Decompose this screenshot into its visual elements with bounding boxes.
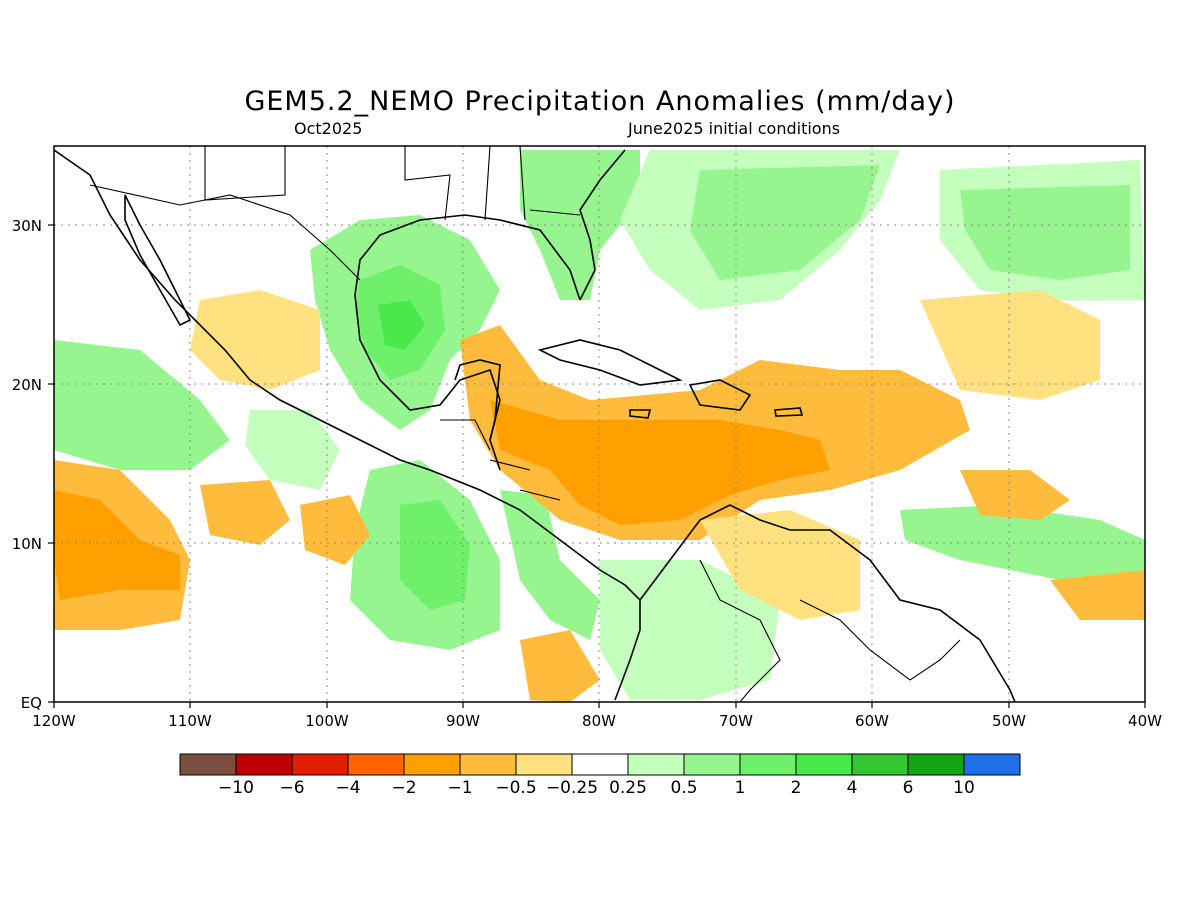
colorbar-label: 0.5 — [670, 778, 697, 798]
dry-region-pacific-blob-a — [200, 480, 290, 545]
colorbar-swatch — [403, 753, 461, 776]
lat-label: 10N — [12, 535, 42, 553]
lon-label: 80W — [582, 712, 616, 730]
colorbar-swatch — [795, 753, 853, 776]
lat-label: 30N — [12, 217, 42, 235]
latitude-labels: EQ 10N 20N 30N — [12, 217, 42, 712]
dry-region-mexico-west — [190, 290, 320, 390]
lon-label: 90W — [446, 712, 480, 730]
border-south-america — [699, 559, 961, 702]
dry-region-colombia-pacific — [520, 630, 600, 702]
colorbar-label: −6 — [279, 778, 304, 798]
colorbar-label: 0.25 — [609, 778, 647, 798]
colorbar-swatch — [627, 753, 685, 776]
coast-us-east — [579, 149, 626, 301]
colorbar-swatch — [851, 753, 909, 776]
colorbar-swatch — [739, 753, 797, 776]
forecast-month: Oct2025 — [294, 119, 363, 138]
colorbar-swatch — [571, 753, 629, 776]
coast-puerto-rico — [774, 407, 804, 417]
lon-label: 40W — [1128, 712, 1162, 730]
wet-region-gulf-max — [378, 300, 425, 350]
coastlines — [54, 149, 1016, 702]
dry-region-caribbean-core — [490, 400, 830, 525]
coast-mexico-pacific — [54, 149, 641, 701]
coast-cuba — [537, 339, 683, 386]
colorbar-swatch — [235, 753, 293, 776]
initial-conditions-label: June2025 initial conditions — [628, 119, 841, 138]
lon-label: 60W — [855, 712, 889, 730]
border-us-states — [204, 146, 581, 221]
border-central-america — [440, 419, 561, 501]
wet-region-south-america — [600, 560, 780, 700]
coast-yucatan — [454, 359, 501, 441]
colorbar-labels: −10 −6 −4 −2 −1 −0.5 −0.25 0.25 0.5 1 2 4 6 10 — [218, 778, 975, 798]
colorbar-swatch — [291, 753, 349, 776]
wet-region-atlantic-north-core — [690, 165, 880, 280]
wet-region-central-atlantic-core — [960, 185, 1130, 280]
colorbar-label: 1 — [735, 778, 746, 798]
lat-lon-grid — [54, 146, 1145, 702]
dry-region-venezuela — [700, 510, 860, 620]
longitude-labels: 120W 110W 100W 90W 80W 70W 60W 50W 40W — [32, 712, 1162, 730]
colorbar-label: −0.25 — [546, 778, 598, 798]
wet-region-central-america — [500, 490, 600, 640]
coast-hispaniola — [688, 379, 752, 411]
colorbar-swatch — [347, 753, 405, 776]
colorbar-swatch — [179, 753, 237, 776]
lat-label: 20N — [12, 376, 42, 394]
lon-label: 70W — [719, 712, 753, 730]
map-title: GEM5.2_NEMO Precipitation Anomalies (mm/… — [244, 86, 956, 117]
dry-region-se-corner — [1050, 570, 1145, 620]
lon-label: 100W — [305, 712, 349, 730]
colorbar-label: −2 — [391, 778, 416, 798]
dry-region-pacific-west-core — [54, 490, 180, 600]
wet-region-pacific-mid — [245, 410, 340, 490]
colorbar-swatch — [683, 753, 741, 776]
wet-region-south-atlantic — [900, 505, 1145, 580]
colorbar-swatch — [963, 753, 1021, 776]
colorbar-label: 6 — [903, 778, 914, 798]
coast-jamaica — [629, 409, 652, 419]
colorbar-label: −1 — [447, 778, 472, 798]
lat-label: EQ — [21, 694, 42, 712]
colorbar-swatch — [515, 753, 573, 776]
wet-region-eastern-pacific-core — [400, 500, 470, 610]
lon-label: 110W — [168, 712, 212, 730]
lon-label: 50W — [992, 712, 1026, 730]
border-us-mexico — [89, 184, 361, 281]
coast-baja — [124, 194, 192, 327]
dry-region-east-atlantic — [920, 290, 1100, 400]
colorbar-swatch — [907, 753, 965, 776]
dry-region-atlantic-blob — [960, 470, 1070, 520]
lon-label: 120W — [32, 712, 76, 730]
colorbar-label: −0.5 — [495, 778, 536, 798]
coast-gulf-of-mexico — [354, 214, 581, 301]
colorbar-label: 2 — [791, 778, 802, 798]
colorbar-label: 4 — [847, 778, 858, 798]
dry-region-pacific-blob-b — [300, 495, 370, 565]
colorbar-swatch — [459, 753, 517, 776]
colorbar-label: −4 — [335, 778, 360, 798]
colorbar-label: −10 — [218, 778, 254, 798]
coast-south-america — [639, 504, 1016, 702]
colorbar — [179, 753, 1021, 776]
wet-region-pacific-west — [54, 340, 230, 470]
colorbar-label: 10 — [953, 778, 975, 798]
borders — [89, 146, 961, 702]
axis-ticks — [48, 224, 1146, 708]
